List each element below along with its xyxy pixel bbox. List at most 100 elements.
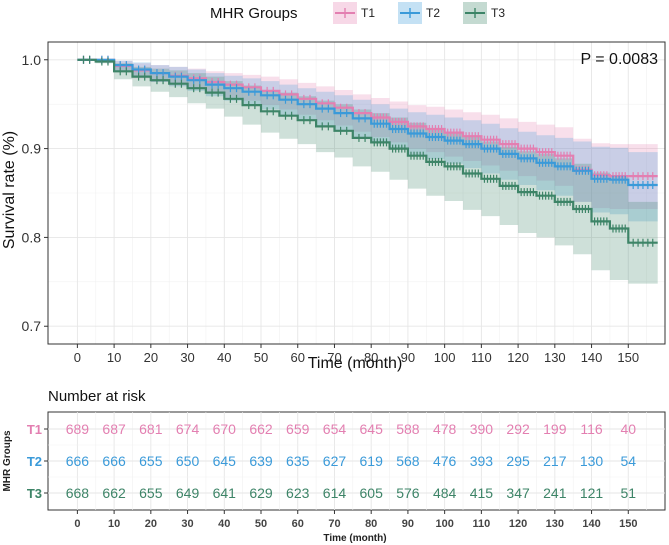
risk-count: 627 (323, 453, 347, 469)
risk-x-tick-label: 110 (472, 518, 490, 530)
risk-x-tick-label: 120 (509, 518, 527, 530)
x-tick-label: 0 (74, 350, 81, 365)
risk-x-tick-label: 70 (328, 518, 340, 530)
risk-table-title: Number at risk (48, 388, 146, 405)
risk-count: 121 (580, 485, 604, 501)
risk-count: 347 (506, 485, 530, 501)
legend-item-t3: T3 (463, 2, 505, 24)
risk-count: 588 (396, 421, 420, 437)
risk-count: 576 (396, 485, 420, 501)
legend-item-t1: T1 (333, 2, 375, 24)
x-tick-label: 130 (544, 350, 566, 365)
risk-count: 649 (176, 485, 200, 501)
risk-count: 484 (433, 485, 457, 501)
risk-x-tick-label: 150 (619, 518, 637, 530)
risk-x-tick-label: 10 (108, 518, 120, 530)
risk-x-tick-label: 0 (74, 518, 80, 530)
risk-row-label: T2 (27, 454, 42, 469)
risk-x-tick-label: 60 (292, 518, 304, 530)
risk-count: 674 (176, 421, 200, 437)
risk-count: 687 (102, 421, 126, 437)
censor-marks-t3 (82, 55, 654, 247)
risk-row-t3: T3 668 662 655 649 641 629 623 614 605 576 484 415 34… (27, 485, 636, 501)
risk-count: 199 (543, 421, 567, 437)
x-tick-label: 10 (107, 350, 121, 365)
risk-x-tick-label: 20 (145, 518, 157, 530)
risk-count: 415 (470, 485, 494, 501)
risk-count: 681 (139, 421, 163, 437)
risk-count: 390 (470, 421, 494, 437)
risk-count: 635 (286, 453, 310, 469)
risk-count: 295 (506, 453, 530, 469)
risk-count: 641 (213, 485, 237, 501)
risk-row-label: T3 (27, 486, 42, 501)
risk-x-tick-label: 100 (435, 518, 453, 530)
risk-x-tick-label: 30 (181, 518, 193, 530)
censor-marks-t2 (82, 55, 654, 190)
y-tick-label: 0.8 (22, 229, 42, 245)
risk-row-t2: T2 666 666 655 650 645 639 635 627 619 568 476 393 29… (27, 453, 636, 469)
x-tick-label: 80 (364, 350, 378, 365)
risk-count: 668 (66, 485, 90, 501)
risk-count: 666 (102, 453, 126, 469)
risk-x-tick-label: 90 (402, 518, 414, 530)
risk-count: 619 (360, 453, 384, 469)
risk-count: 662 (102, 485, 126, 501)
risk-count: 650 (176, 453, 200, 469)
risk-count: 666 (66, 453, 90, 469)
risk-count: 605 (360, 485, 384, 501)
risk-count: 645 (360, 421, 384, 437)
legend-label: T2 (426, 6, 440, 20)
x-tick-label: 60 (291, 350, 305, 365)
risk-x-tick-label: 50 (255, 518, 267, 530)
legend-item-t2: T2 (398, 2, 440, 24)
x-tick-label: 30 (180, 350, 194, 365)
x-tick-label: 40 (217, 350, 231, 365)
x-tick-label: 120 (507, 350, 529, 365)
risk-count: 40 (620, 421, 636, 437)
risk-row-t1: T1 689 687 681 674 670 662 659 654 645 588 478 390 29… (27, 421, 636, 437)
x-tick-label: 50 (254, 350, 268, 365)
y-axis-label: Survival rate (%) (1, 131, 18, 249)
risk-count: 659 (286, 421, 310, 437)
ci-band-t1 (77, 59, 658, 209)
risk-x-tick-label: 130 (546, 518, 564, 530)
risk-count: 217 (543, 453, 567, 469)
y-tick-label: 1.0 (22, 52, 42, 68)
risk-row-label: T1 (27, 422, 42, 437)
x-tick-label: 110 (471, 350, 492, 365)
risk-count: 54 (620, 453, 636, 469)
x-tick-label: 20 (144, 350, 158, 365)
risk-count: 292 (506, 421, 530, 437)
risk-count: 568 (396, 453, 420, 469)
risk-y-axis-label: MHR Groups (2, 430, 13, 492)
survival-plot: 0.7 0.8 0.9 1.0 0 10 20 30 40 50 60 70 80 90 100 110 12… (1, 41, 666, 372)
risk-count: 614 (323, 485, 347, 501)
risk-count: 478 (433, 421, 457, 437)
x-tick-label: 150 (617, 350, 639, 365)
survival-curve-t2 (77, 58, 658, 187)
legend-title: MHR Groups (210, 5, 298, 22)
risk-count: 654 (323, 421, 347, 437)
y-tick-label: 0.7 (22, 318, 42, 334)
risk-count: 639 (249, 453, 273, 469)
risk-x-tick-label: 140 (582, 518, 600, 530)
risk-count: 629 (249, 485, 273, 501)
risk-count: 689 (66, 421, 90, 437)
risk-count: 116 (580, 421, 603, 437)
x-tick-label: 140 (581, 350, 603, 365)
x-tick-label: 70 (327, 350, 341, 365)
risk-count: 51 (620, 485, 636, 501)
risk-x-tick-label: 40 (218, 518, 230, 530)
legend-label: T1 (361, 6, 375, 20)
risk-count: 241 (543, 485, 567, 501)
risk-count: 670 (213, 421, 237, 437)
risk-count: 655 (139, 453, 163, 469)
risk-x-tick-label: 80 (365, 518, 377, 530)
risk-count: 645 (213, 453, 237, 469)
y-tick-label: 0.9 (22, 141, 42, 157)
x-tick-label: 90 (401, 350, 415, 365)
pvalue-label: P = 0.0083 (580, 51, 658, 68)
risk-count: 130 (580, 453, 604, 469)
